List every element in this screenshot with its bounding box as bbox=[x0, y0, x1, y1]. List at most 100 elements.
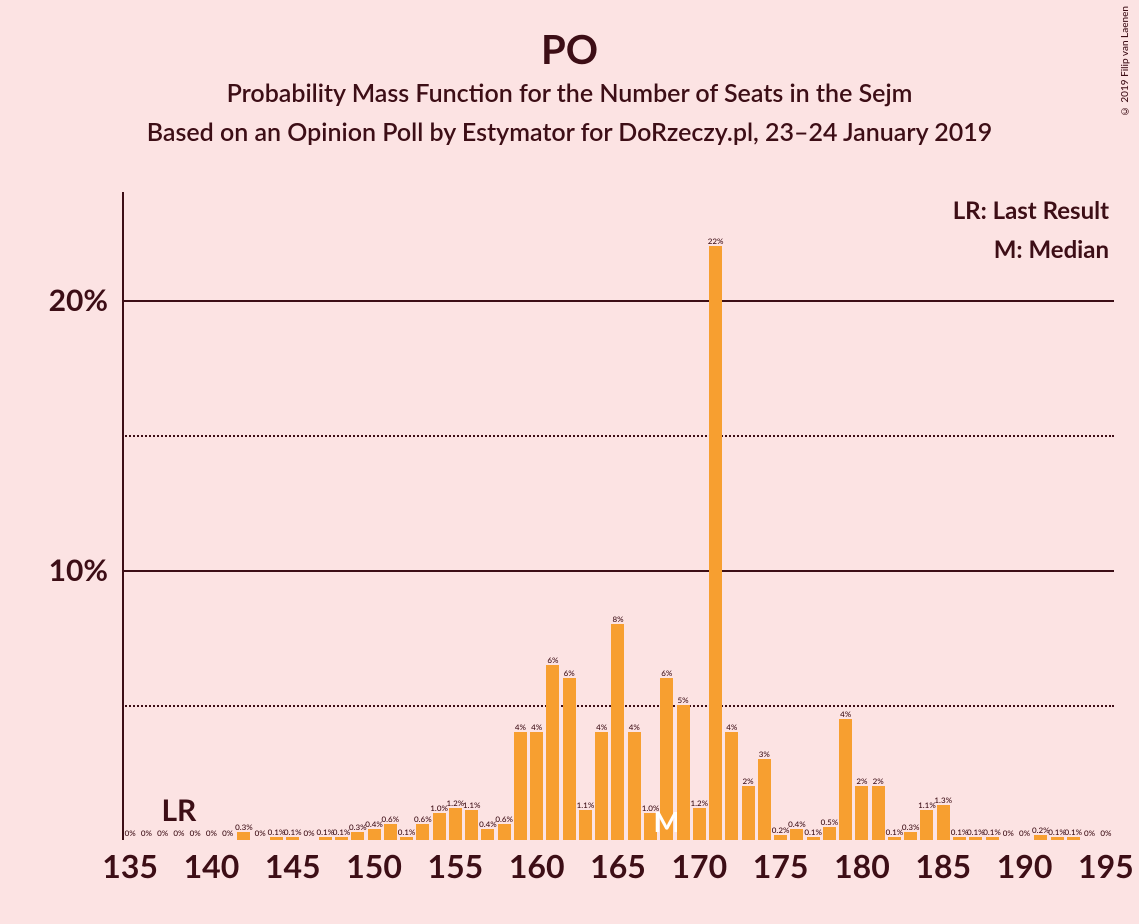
bar-value-label: 4% bbox=[596, 722, 607, 732]
bar: 0.1% bbox=[270, 837, 283, 840]
chart-title: PO bbox=[0, 25, 1139, 73]
bar: 1.1% bbox=[920, 810, 933, 840]
bar: 1.0% bbox=[433, 813, 446, 840]
bar-value-label: 0% bbox=[1084, 829, 1095, 839]
bar-value-label: 0.1% bbox=[316, 827, 334, 837]
bar-value-label: 0.6% bbox=[382, 814, 400, 824]
bar-value-label: 2% bbox=[856, 776, 867, 786]
bar-value-label: 0% bbox=[190, 829, 201, 839]
bar: 0.1% bbox=[969, 837, 982, 840]
bar-value-label: 0.1% bbox=[983, 827, 1001, 837]
bar-value-label: 0% bbox=[1003, 829, 1014, 839]
bar: 6% bbox=[563, 678, 576, 840]
x-tick-label: 160 bbox=[509, 846, 565, 885]
bar-value-label: 0% bbox=[206, 829, 217, 839]
bar-value-label: 4% bbox=[531, 722, 542, 732]
x-tick-label: 140 bbox=[184, 846, 240, 885]
bar-value-label: 0.1% bbox=[804, 827, 822, 837]
bar-value-label: 0% bbox=[125, 829, 136, 839]
bar: 4% bbox=[514, 732, 527, 840]
plot-area: 20%10%0%0%0%0%0%0%0%0%0%0%0%0%0%0%0.3%0%… bbox=[122, 192, 1114, 840]
x-tick-label: 170 bbox=[671, 846, 727, 885]
last-result-marker: LR bbox=[161, 792, 196, 828]
bar-value-label: 4% bbox=[840, 709, 851, 719]
bar-value-label: 0% bbox=[255, 829, 266, 839]
x-tick-label: 145 bbox=[265, 846, 321, 885]
bar: 0.1% bbox=[1067, 837, 1080, 840]
bar-value-label: 0% bbox=[1100, 829, 1111, 839]
bar: 0.6% bbox=[416, 824, 429, 840]
bar-value-label: 0% bbox=[222, 829, 233, 839]
bar: 1.2% bbox=[693, 808, 706, 840]
gridline bbox=[122, 300, 1114, 302]
bar: 8% bbox=[611, 624, 624, 840]
bar-value-label: 2% bbox=[743, 776, 754, 786]
bar: 0.4% bbox=[481, 829, 494, 840]
bar: 6%M bbox=[660, 678, 673, 840]
bar: 0.6% bbox=[384, 824, 397, 840]
x-tick-label: 180 bbox=[834, 846, 890, 885]
bar-value-label: 0.3% bbox=[235, 822, 253, 832]
bar-value-label: 1.3% bbox=[934, 795, 952, 805]
bar: 0.3% bbox=[237, 832, 250, 840]
bar-value-label: 0% bbox=[303, 829, 314, 839]
bar-value-label: 4% bbox=[515, 722, 526, 732]
bar: 4% bbox=[725, 732, 738, 840]
bar: 5% bbox=[677, 705, 690, 840]
bar: 2% bbox=[855, 786, 868, 840]
bar-value-label: 1.2% bbox=[447, 798, 465, 808]
bar-value-label: 0.1% bbox=[398, 827, 416, 837]
bar: 0.6% bbox=[498, 824, 511, 840]
bar-value-label: 0.6% bbox=[495, 814, 513, 824]
bar: 2% bbox=[742, 786, 755, 840]
bar-value-label: 1.0% bbox=[430, 803, 448, 813]
bar-value-label: 0.1% bbox=[284, 827, 302, 837]
bar-value-label: 0.4% bbox=[788, 819, 806, 829]
bar-value-label: 0.4% bbox=[365, 819, 383, 829]
bar-value-label: 0.1% bbox=[951, 827, 969, 837]
bar: 0.1% bbox=[888, 837, 901, 840]
bar-value-label: 0.2% bbox=[772, 825, 790, 835]
bar-value-label: 0.1% bbox=[886, 827, 904, 837]
bar-value-label: 0.1% bbox=[967, 827, 985, 837]
bar-value-label: 0.2% bbox=[1032, 825, 1050, 835]
bar: 1.1% bbox=[579, 810, 592, 840]
bar: 0.3% bbox=[351, 832, 364, 840]
bar-value-label: 6% bbox=[547, 655, 558, 665]
bar-value-label: 0.5% bbox=[821, 817, 839, 827]
x-tick-label: 185 bbox=[915, 846, 971, 885]
bar: 0.2% bbox=[774, 835, 787, 840]
bar: 0.1% bbox=[807, 837, 820, 840]
bar-value-label: 5% bbox=[677, 695, 688, 705]
x-tick-label: 190 bbox=[997, 846, 1053, 885]
bar-value-label: 2% bbox=[873, 776, 884, 786]
y-axis bbox=[122, 192, 124, 840]
bar-value-label: 8% bbox=[612, 614, 623, 624]
bar: 4% bbox=[628, 732, 641, 840]
chart-container: © 2019 Filip van Laenen PO Probability M… bbox=[0, 0, 1139, 924]
bar: 6% bbox=[546, 665, 559, 841]
bar: 4% bbox=[530, 732, 543, 840]
x-tick-label: 150 bbox=[346, 846, 402, 885]
x-tick-label: 195 bbox=[1078, 846, 1134, 885]
bar: 4% bbox=[595, 732, 608, 840]
bar: 4% bbox=[839, 719, 852, 841]
bar-value-label: 4% bbox=[629, 722, 640, 732]
bar-value-label: 6% bbox=[661, 668, 672, 678]
bar: 0.1% bbox=[986, 837, 999, 840]
bar-value-label: 0% bbox=[173, 829, 184, 839]
bar-value-label: 1.1% bbox=[577, 800, 595, 810]
gridline bbox=[122, 570, 1114, 572]
bar: 22% bbox=[709, 246, 722, 840]
bar: 1.3% bbox=[937, 805, 950, 840]
bar-value-label: 0.3% bbox=[902, 822, 920, 832]
bar-value-label: 22% bbox=[708, 236, 724, 246]
bar: 0.1% bbox=[953, 837, 966, 840]
bar: 0.1% bbox=[335, 837, 348, 840]
bar-value-label: 0% bbox=[157, 829, 168, 839]
x-tick-label: 165 bbox=[590, 846, 646, 885]
bar: 1.1% bbox=[465, 810, 478, 840]
y-tick-label: 10% bbox=[49, 552, 108, 588]
x-tick-label: 175 bbox=[753, 846, 809, 885]
bar-value-label: 0.3% bbox=[349, 822, 367, 832]
